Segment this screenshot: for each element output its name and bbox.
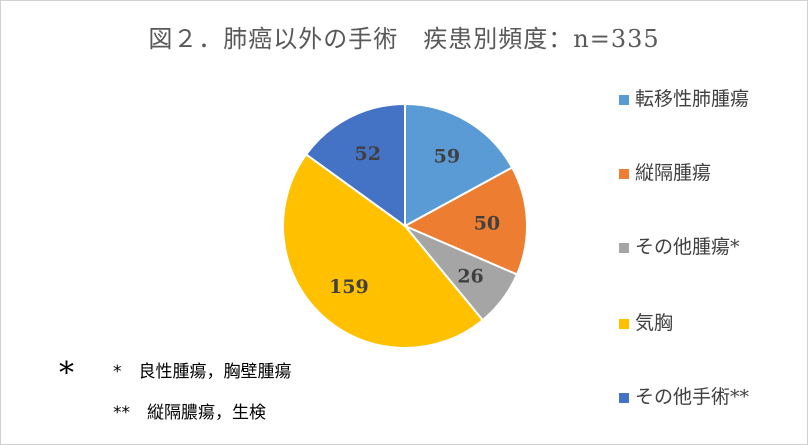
footnote-mark: * [59,356,74,391]
data-label-2: 50 [474,212,500,234]
legend-swatch [619,319,629,329]
legend-swatch [619,95,629,105]
footnote-2: ** 縦隔膿瘍，生検 [113,403,266,423]
legend-swatch [619,169,629,179]
legend-label: 転移性肺腫瘍 [635,88,750,110]
footnote-1: * 良性腫瘍，胸壁腫瘍 [113,362,292,382]
legend-label: 気胸 [635,312,674,334]
data-label-3: 26 [457,265,483,287]
data-label-4: 159 [329,276,369,298]
data-label-1: 59 [434,145,460,167]
chart-title: 図２．肺癌以外の手術 疾患別頻度：n=335 [148,25,660,53]
legend-swatch [619,393,629,403]
pie-slice-4 [282,153,485,349]
pie-slice-1 [404,102,514,228]
pie-slice-5 [304,102,406,228]
data-label-5: 52 [354,143,380,165]
legend-swatch [619,243,629,253]
legend-label: 縦隔腫瘍 [635,162,712,184]
legend-label: その他手術** [635,386,750,408]
legend-label: その他腫瘍* [635,236,740,258]
pie-slice-2 [402,166,528,276]
